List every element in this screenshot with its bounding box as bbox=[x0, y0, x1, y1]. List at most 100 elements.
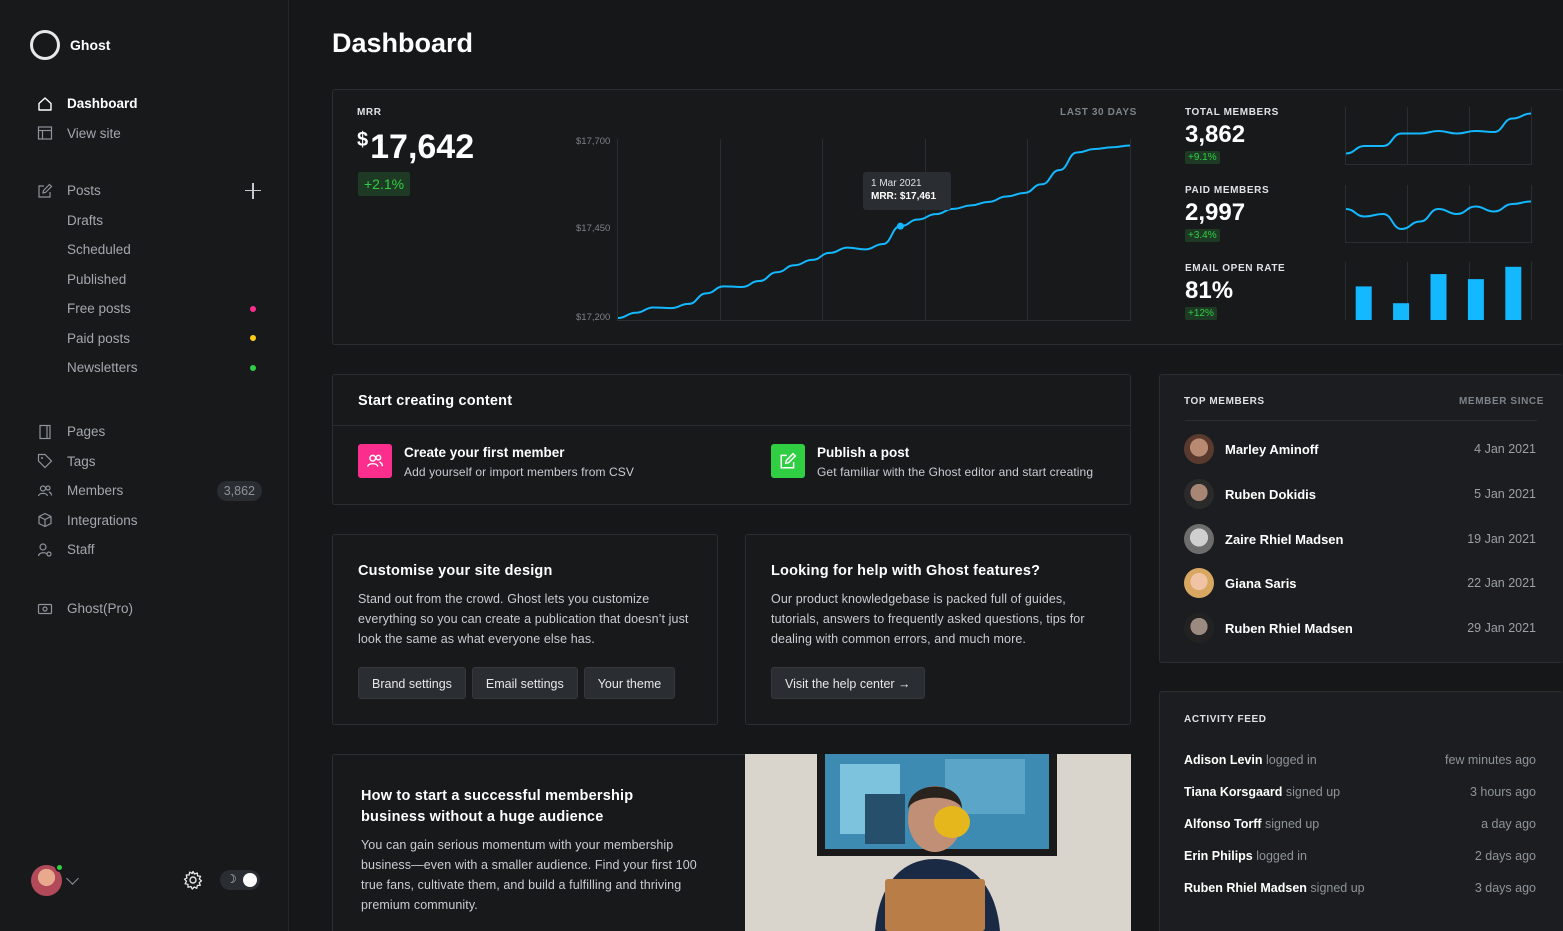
sidebar-item-view-site[interactable]: View site bbox=[36, 119, 266, 149]
member-row[interactable]: Zaire Rhiel Madsen 19 Jan 2021 bbox=[1184, 523, 1536, 555]
mrr-value: $17,642 bbox=[357, 128, 474, 167]
sidebar-item-drafts[interactable]: Drafts bbox=[36, 206, 266, 236]
toggle-knob bbox=[243, 873, 257, 887]
total-members-label: TOTAL MEMBERS bbox=[1185, 107, 1279, 118]
top-members-card bbox=[1159, 374, 1563, 663]
sidebar-item-dashboard[interactable]: Dashboard bbox=[36, 89, 266, 119]
article-photo bbox=[745, 754, 1131, 931]
brand-name: Ghost bbox=[70, 37, 111, 53]
sidebar-item-posts[interactable]: Posts bbox=[36, 176, 266, 206]
chevron-down-icon[interactable] bbox=[66, 872, 79, 885]
member-date: 29 Jan 2021 bbox=[1467, 621, 1536, 635]
start-creating-title: Start creating content bbox=[358, 393, 513, 409]
activity-row[interactable]: Alfonso Torff signed up a day ago bbox=[1184, 817, 1536, 831]
activity-name: Alfonso Torff bbox=[1184, 817, 1262, 831]
activity-row[interactable]: Tiana Korsgaard signed up 3 hours ago bbox=[1184, 785, 1536, 799]
help-card: Looking for help with Ghost features? Ou… bbox=[745, 534, 1131, 725]
member-since-label: MEMBER SINCE bbox=[1459, 396, 1544, 407]
sidebar-item-ghost-pro[interactable]: Ghost(Pro) bbox=[36, 594, 266, 624]
member-row[interactable]: Giana Saris 22 Jan 2021 bbox=[1184, 567, 1536, 599]
sidebar-item-integrations[interactable]: Integrations bbox=[36, 506, 266, 536]
y-tick-label: $17,700 bbox=[576, 136, 611, 147]
mrr-amount: 17,642 bbox=[370, 128, 475, 166]
site-nav: Pages Tags Members 3,862 Integrations bbox=[36, 417, 266, 565]
posts-nav: Posts Drafts Scheduled Published Free po… bbox=[36, 176, 266, 383]
help-button-group: Visit the help center → bbox=[771, 667, 931, 699]
member-date: 5 Jan 2021 bbox=[1474, 487, 1536, 501]
sidebar-item-label: Paid posts bbox=[67, 330, 131, 346]
sidebar-item-newsletters[interactable]: Newsletters bbox=[36, 353, 266, 383]
sidebar: Ghost Dashboard View site Posts Drafts S… bbox=[0, 0, 289, 931]
avatar bbox=[1184, 434, 1214, 464]
sidebar-item-label: Drafts bbox=[67, 212, 104, 228]
page-title: Dashboard bbox=[332, 28, 474, 58]
mrr-delta-badge: +2.1% bbox=[358, 172, 411, 196]
member-date: 4 Jan 2021 bbox=[1474, 442, 1536, 456]
activity-time: 2 days ago bbox=[1474, 849, 1536, 863]
sidebar-item-label: Members bbox=[67, 483, 124, 499]
email-bar bbox=[1430, 274, 1447, 320]
your-theme-button[interactable]: Your theme bbox=[583, 667, 676, 699]
divider bbox=[333, 425, 1130, 426]
sidebar-item-free-posts[interactable]: Free posts bbox=[36, 294, 266, 324]
mrr-label: MRR bbox=[357, 107, 382, 118]
new-post-plus-icon[interactable] bbox=[244, 182, 262, 200]
activity-name: Ruben Rhiel Madsen bbox=[1184, 881, 1307, 895]
sidebar-item-members[interactable]: Members 3,862 bbox=[36, 476, 266, 506]
brand[interactable]: Ghost bbox=[30, 30, 110, 60]
activity-action: signed up bbox=[1285, 785, 1341, 799]
cube-icon bbox=[36, 512, 53, 529]
member-row[interactable]: Ruben Dokidis 5 Jan 2021 bbox=[1184, 478, 1536, 510]
publish-post-link[interactable]: Publish a post bbox=[817, 445, 910, 460]
sidebar-item-tags[interactable]: Tags bbox=[36, 447, 266, 477]
brand-settings-button[interactable]: Brand settings bbox=[358, 667, 466, 699]
article-body: You can gain serious momentum with your … bbox=[361, 838, 697, 912]
activity-row[interactable]: Adison Levin logged in few minutes ago bbox=[1184, 753, 1536, 767]
mrr-line-chart[interactable] bbox=[617, 139, 1131, 321]
dark-mode-toggle[interactable]: ☽ bbox=[220, 870, 260, 890]
avatar bbox=[1184, 479, 1214, 509]
user-avatar[interactable] bbox=[31, 863, 64, 896]
sidebar-item-pages[interactable]: Pages bbox=[36, 417, 266, 447]
create-member-link[interactable]: Create your first member bbox=[404, 445, 565, 460]
tag-icon bbox=[36, 453, 53, 470]
sidebar-item-label: Scheduled bbox=[67, 242, 131, 258]
email-open-rate-delta: +12% bbox=[1185, 307, 1217, 320]
email-open-rate-bars bbox=[1345, 262, 1532, 320]
activity-row[interactable]: Ruben Rhiel Madsen signed up 3 days ago bbox=[1184, 881, 1536, 895]
pencil-square-icon bbox=[771, 444, 805, 478]
activity-feed-card bbox=[1159, 691, 1563, 931]
member-name: Marley Aminoff bbox=[1225, 441, 1319, 457]
online-status-dot bbox=[55, 863, 64, 872]
help-body: Our product knowledgebase is packed full… bbox=[771, 592, 1085, 646]
paid-posts-dot bbox=[250, 335, 256, 342]
avatar bbox=[1184, 613, 1214, 643]
members-icon bbox=[36, 482, 53, 499]
sidebar-item-staff[interactable]: Staff bbox=[36, 535, 266, 565]
paid-members-sparkline bbox=[1345, 185, 1532, 243]
sidebar-item-paid-posts[interactable]: Paid posts bbox=[36, 324, 266, 354]
gear-icon[interactable] bbox=[183, 870, 203, 890]
sidebar-item-published[interactable]: Published bbox=[36, 265, 266, 295]
range-label[interactable]: LAST 30 DAYS bbox=[1060, 107, 1137, 118]
ghost-logo-icon bbox=[30, 30, 60, 60]
member-row[interactable]: Marley Aminoff 4 Jan 2021 bbox=[1184, 433, 1536, 465]
home-icon bbox=[36, 95, 53, 112]
create-member-subtitle: Add yourself or import members from CSV bbox=[404, 465, 634, 479]
activity-row[interactable]: Erin Philips logged in 2 days ago bbox=[1184, 849, 1536, 863]
email-bar bbox=[1467, 279, 1484, 320]
members-icon bbox=[358, 444, 392, 478]
sidebar-item-label: Integrations bbox=[67, 512, 138, 528]
article-title: How to start a successful membership bus… bbox=[361, 788, 634, 825]
sidebar-item-scheduled[interactable]: Scheduled bbox=[36, 235, 266, 265]
y-tick-label: $17,450 bbox=[576, 223, 611, 234]
email-settings-button[interactable]: Email settings bbox=[471, 667, 578, 699]
member-row[interactable]: Ruben Rhiel Madsen 29 Jan 2021 bbox=[1184, 612, 1536, 644]
customise-design-title: Customise your site design bbox=[358, 563, 553, 579]
sidebar-item-label: Posts bbox=[67, 183, 101, 199]
member-date: 19 Jan 2021 bbox=[1467, 532, 1536, 546]
avatar bbox=[1184, 524, 1214, 554]
help-center-button[interactable]: Visit the help center → bbox=[771, 667, 925, 699]
pages-icon bbox=[36, 423, 53, 440]
pro-nav: Ghost(Pro) bbox=[36, 594, 266, 624]
